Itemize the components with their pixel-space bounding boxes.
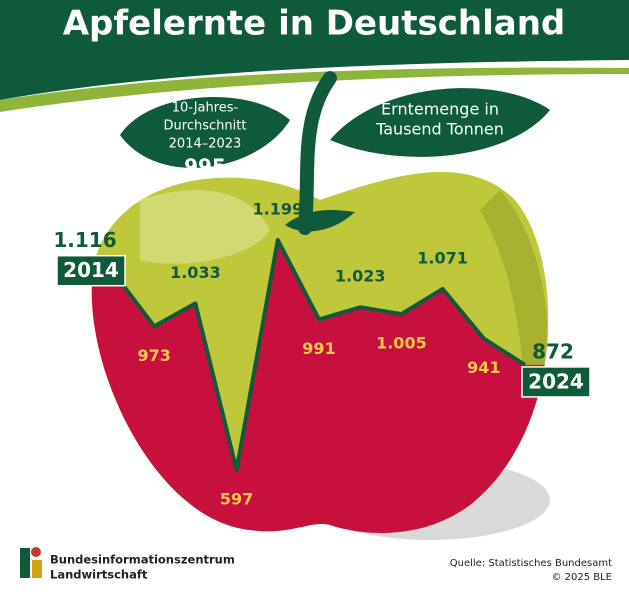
logo-bar — [20, 548, 30, 578]
subtitle: Tausend Tonnen — [375, 120, 504, 139]
value-label: 1.071 — [417, 248, 468, 267]
average-label: 2014–2023 — [169, 137, 242, 152]
year-box — [56, 254, 126, 287]
logo-text: Landwirtschaft — [50, 568, 148, 582]
value-label: 941 — [467, 358, 500, 377]
value-label: 991 — [302, 339, 335, 358]
leaf-right — [330, 88, 550, 157]
value-label: 1.116 — [53, 228, 116, 252]
value-label: 1.023 — [335, 267, 386, 286]
stem-base — [285, 209, 355, 232]
line — [111, 238, 527, 472]
average-label: Durchschnitt — [164, 119, 247, 134]
subtitle: Erntemenge in — [381, 100, 499, 119]
value-label: 973 — [137, 346, 170, 365]
x-tick-label: 2024 — [528, 369, 584, 393]
logo-text: Bundesinformationszentrum — [50, 553, 235, 567]
logo — [20, 547, 42, 578]
average-label: 10-Jahres- — [172, 101, 239, 116]
copyright: © 2025 BLE — [551, 572, 612, 583]
value-label: 1.005 — [376, 334, 427, 353]
logo-dot — [31, 547, 41, 557]
title: Apfelernte in Deutschland — [63, 4, 566, 44]
value-label: 872 — [532, 339, 574, 363]
leaf-left — [120, 97, 290, 168]
value-label: 1.199 — [252, 200, 303, 219]
highlight — [140, 190, 270, 264]
year-box — [521, 366, 591, 398]
stem — [298, 71, 337, 235]
source: Quelle: Statistisches Bundesamt — [450, 558, 612, 569]
header-stripe — [0, 67, 629, 112]
x-tick-label: 2014 — [63, 258, 119, 282]
average-value: 995 — [184, 155, 226, 179]
header-band — [0, 0, 629, 100]
logo-bar — [32, 560, 42, 578]
value-label: 1.033 — [170, 263, 221, 282]
value-label: 597 — [220, 490, 253, 509]
